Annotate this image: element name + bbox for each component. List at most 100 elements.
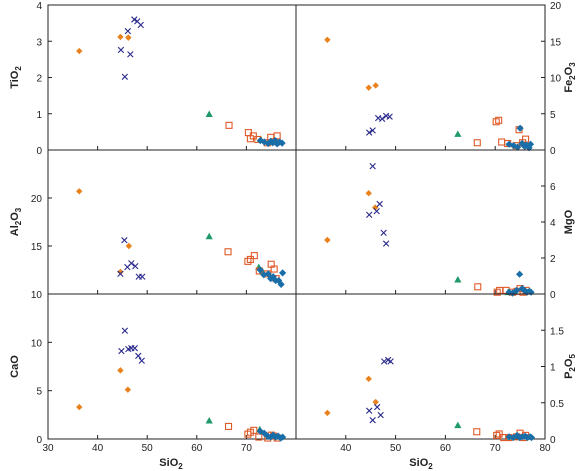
point-blue-cross	[366, 129, 373, 136]
point-blue-diamond	[514, 143, 522, 151]
y-axis-label-sub: 2	[14, 66, 23, 71]
point-red-open-square	[249, 132, 257, 140]
point-green-triangle	[205, 417, 213, 424]
point-blue-diamond	[279, 433, 287, 441]
point-blue-diamond	[527, 433, 536, 442]
x-axis-label-right-main: SiO	[409, 457, 428, 469]
cross-stroke	[127, 51, 134, 58]
x-tick-label: 40	[340, 443, 352, 454]
point-blue-diamond	[520, 286, 529, 294]
y-tick-label: 2	[550, 254, 556, 265]
cross-stroke	[117, 46, 125, 54]
point-blue-cross	[380, 229, 387, 236]
point-orange-diamond	[372, 398, 379, 406]
point-red-open-square	[522, 135, 530, 143]
point-red-open-square	[495, 430, 503, 438]
cross-stroke	[377, 411, 384, 419]
point-orange-diamond	[365, 190, 372, 197]
point-blue-diamond	[518, 433, 526, 441]
point-blue-cross	[121, 327, 129, 334]
point-red-open-square	[498, 138, 506, 146]
point-blue-cross	[369, 163, 376, 170]
point-blue-diamond	[269, 139, 277, 147]
point-blue-diamond	[526, 140, 535, 148]
point-blue-diamond	[522, 141, 531, 149]
cross-stroke	[378, 115, 386, 123]
point-red-open-square	[273, 132, 281, 140]
x-tick-label: 70	[241, 443, 253, 454]
cross-stroke	[117, 270, 124, 278]
point-blue-cross	[380, 358, 388, 365]
y-tick-label: 10	[31, 338, 43, 349]
point-orange-diamond	[76, 188, 83, 195]
point-blue-diamond	[505, 288, 513, 296]
x-axis-label-left-sub: 2	[178, 462, 183, 471]
cross-stroke	[373, 403, 381, 411]
panel-frame	[295, 4, 546, 151]
point-orange-diamond	[371, 204, 379, 211]
cross-stroke	[366, 211, 373, 218]
cross-stroke	[369, 127, 376, 134]
y-tick-label: 0	[36, 146, 42, 157]
point-orange-diamond	[117, 268, 124, 276]
point-blue-diamond	[269, 431, 277, 439]
y-axis-label-sub: 2	[568, 75, 577, 80]
y-tick-label: 10	[31, 290, 43, 301]
y-tick-label: 3	[36, 37, 42, 48]
point-blue-diamond	[256, 136, 264, 145]
point-blue-diamond	[264, 270, 272, 278]
point-blue-cross	[131, 16, 138, 23]
point-red-open-square	[473, 139, 481, 147]
x-axis-label-right: SiO2	[409, 457, 433, 471]
x-tick-label: 80	[539, 443, 551, 454]
point-orange-diamond	[324, 409, 331, 417]
point-blue-diamond	[269, 273, 277, 281]
x-tick-label: 40	[92, 443, 104, 454]
y-tick-label: 0	[550, 146, 556, 157]
cross-stroke	[124, 27, 132, 35]
panels-layer: 01234TiO205101520Fe2O3101520Al2O30246MgO…	[9, 1, 577, 454]
cross-stroke	[382, 240, 390, 247]
point-blue-cross	[382, 240, 390, 247]
point-blue-cross	[369, 127, 376, 134]
panel-cao: 0 5 10 30 40 50 60 70 CaO	[9, 293, 297, 454]
panel-frame	[47, 4, 297, 151]
y-axis-label-al2o3: Al2O3	[9, 207, 23, 236]
cross-stroke	[369, 163, 376, 170]
point-blue-cross	[373, 403, 381, 411]
point-blue-diamond	[273, 140, 281, 148]
y-axis-label-fe2o3: Fe2O3	[563, 62, 577, 93]
point-blue-cross	[369, 416, 376, 424]
cross-stroke	[380, 358, 388, 365]
point-red-open-square	[225, 121, 233, 129]
x-axis-label-left: SiO2	[159, 457, 183, 471]
panel-fe2o3: 0 5 10 15 20 Fe2O3	[295, 1, 577, 157]
panel-frame	[47, 149, 297, 295]
point-blue-cross	[377, 411, 384, 419]
cross-stroke	[121, 237, 128, 244]
y-axis-label-main: MgO	[563, 209, 575, 234]
point-green-triangle	[454, 130, 462, 137]
cross-stroke	[132, 262, 139, 270]
y-tick-label: 6	[550, 182, 556, 193]
y-axis-label-main: O	[563, 358, 575, 367]
point-red-open-square	[224, 422, 233, 430]
y-tick-label: 0	[36, 435, 42, 446]
x-tick-label: 70	[490, 443, 502, 454]
y-axis-label-sub: 2	[568, 367, 577, 372]
y-axis-label-mgo: MgO	[563, 209, 575, 234]
cross-stroke	[131, 16, 138, 23]
point-blue-cross	[117, 46, 125, 54]
cross-stroke	[121, 327, 129, 334]
point-blue-cross	[131, 344, 138, 352]
y-tick-label: 0	[550, 435, 556, 446]
point-green-triangle	[205, 110, 213, 117]
cross-stroke	[128, 260, 135, 267]
point-blue-diamond	[271, 136, 279, 145]
point-blue-cross	[132, 262, 139, 270]
cross-stroke	[121, 73, 129, 80]
point-blue-diamond	[516, 270, 524, 278]
y-tick-label: 20	[550, 1, 562, 12]
y-axis-label-sub: 5	[568, 354, 577, 359]
